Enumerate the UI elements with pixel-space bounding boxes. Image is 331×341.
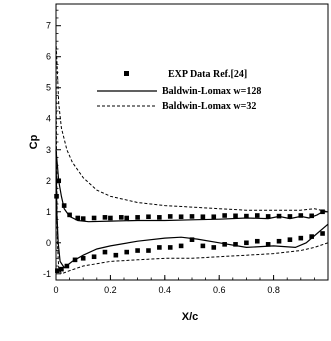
- exp-data-marker: [178, 243, 184, 249]
- y-tick-label: 2: [46, 176, 51, 186]
- series-line-w32-lower: [55, 41, 329, 275]
- exp-data-marker: [91, 254, 97, 260]
- exp-data-marker: [287, 214, 293, 219]
- exp-data-marker: [157, 215, 162, 220]
- exp-data-marker: [80, 255, 86, 261]
- exp-data-marker: [102, 215, 108, 220]
- exp-data-marker: [254, 213, 260, 218]
- exp-data-marker: [167, 245, 173, 250]
- legend-label-exp: EXP Data Ref.[24]: [168, 69, 247, 80]
- x-tick-label: 0: [53, 285, 58, 295]
- y-tick-label: -1: [43, 269, 51, 279]
- exp-data-marker: [265, 214, 271, 219]
- x-axis-ticks: 0 0.2 0.4 0.6 0.8: [53, 275, 315, 295]
- exp-data-marker: [222, 213, 227, 218]
- y-tick-label: 1: [46, 207, 51, 217]
- y-tick-label: 7: [46, 21, 51, 31]
- exp-data-marker: [200, 214, 206, 220]
- exp-data-marker: [55, 268, 60, 273]
- exp-data-marker: [233, 242, 238, 247]
- exp-data-marker: [244, 213, 249, 219]
- series-line-w128-upper: [55, 149, 328, 223]
- exp-data-marker: [61, 203, 67, 208]
- y-axis-label: Cp: [28, 134, 40, 149]
- exp-data-marker: [80, 216, 86, 221]
- exp-data-marker: [233, 213, 238, 219]
- exp-data-marker: [178, 214, 184, 220]
- legend-label-w128: Baldwin-Lomax w=128: [162, 86, 261, 97]
- exp-data-marker: [189, 214, 195, 219]
- exp-data-marker: [244, 240, 249, 246]
- y-tick-label: 4: [46, 114, 51, 124]
- y-tick-label: 5: [46, 83, 51, 93]
- exp-data-marker: [265, 242, 271, 247]
- series-line-w128-lower: [55, 149, 329, 269]
- x-axis-label: X/c: [182, 311, 199, 323]
- exp-data-marker: [222, 242, 227, 247]
- exp-data-marker: [135, 215, 140, 220]
- exp-data-marker: [146, 214, 151, 220]
- exp-data-marker: [135, 248, 140, 253]
- exp-data-marker: [309, 213, 314, 219]
- exp-data-marker: [146, 248, 151, 253]
- exp-data-marker: [298, 235, 304, 241]
- exp-data-marker: [287, 237, 293, 242]
- exp-data-marker: [67, 212, 72, 218]
- exp-data-marker: [91, 215, 97, 221]
- y-tick-label: 6: [46, 52, 51, 62]
- x-tick-label: 0.6: [213, 285, 226, 295]
- y-tick-label: 0: [46, 238, 51, 248]
- exp-data-marker: [298, 213, 304, 218]
- exp-data-marker: [102, 249, 108, 255]
- exp-data-marker: [124, 249, 130, 255]
- exp-data-marker: [200, 243, 206, 249]
- legend-marker-exp: [124, 71, 129, 76]
- exp-data-marker: [276, 238, 282, 244]
- exp-data-marker: [108, 215, 113, 221]
- series-layer: [54, 41, 329, 275]
- exp-data-marker: [75, 215, 81, 221]
- exp-data-marker: [118, 215, 124, 220]
- exp-data-marker: [211, 214, 217, 220]
- exp-data-marker: [254, 238, 260, 244]
- exp-data-marker: [211, 245, 217, 250]
- x-tick-label: 0.8: [267, 285, 280, 295]
- y-axis-ticks: -1 0 1 2 3 4 5 6 7: [43, 9, 61, 279]
- y-tick-label: 3: [46, 145, 51, 155]
- exp-data-marker: [124, 215, 130, 221]
- exp-data-marker: [309, 234, 314, 239]
- legend: EXP Data Ref.[24] Baldwin-Lomax w=128 Ba…: [97, 69, 261, 112]
- x-tick-label: 0.2: [104, 285, 117, 295]
- exp-data-marker: [59, 266, 64, 272]
- series-line-w32-upper: [55, 41, 329, 213]
- legend-label-w32: Baldwin-Lomax w=32: [162, 101, 256, 112]
- exp-data-marker: [113, 252, 119, 258]
- exp-data-marker: [157, 245, 162, 250]
- exp-data-marker: [320, 231, 325, 236]
- exp-data-marker: [189, 237, 195, 242]
- exp-data-marker: [167, 214, 173, 219]
- x-tick-label: 0.4: [159, 285, 172, 295]
